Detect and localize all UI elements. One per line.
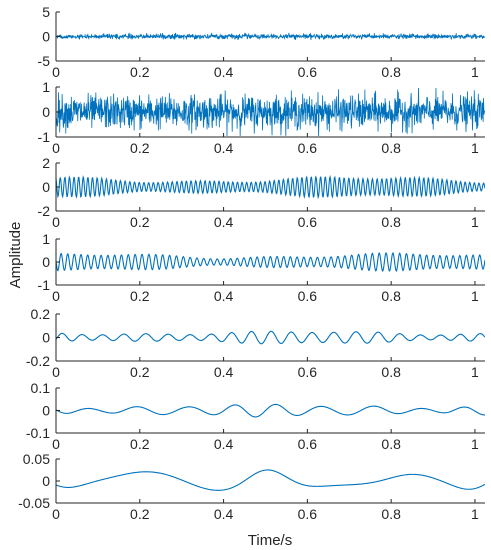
x-tick-label: 1 xyxy=(471,214,479,230)
x-tick-label: 0.8 xyxy=(381,140,401,156)
x-tick-label: 1 xyxy=(471,288,479,304)
y-tick-label: 0.05 xyxy=(23,451,50,467)
x-tick-label: 0.4 xyxy=(214,436,234,452)
x-tick-label: 0.6 xyxy=(298,436,318,452)
x-tick-label: 0.4 xyxy=(214,364,234,380)
x-tick-label: 1 xyxy=(471,506,479,522)
x-tick-label: 0.4 xyxy=(214,506,234,522)
x-tick-label: 0.8 xyxy=(381,364,401,380)
panel-4: 10-10 0.2 0.4 0.6 0.8 1 xyxy=(38,231,485,304)
x-tick-label: 0.8 xyxy=(381,64,401,80)
y-tick-label: -0.2 xyxy=(26,353,50,369)
x-tick-label: 0 xyxy=(52,214,60,230)
y-tick-label: -1 xyxy=(38,277,51,293)
y-tick-label: -1 xyxy=(38,129,51,145)
y-axis-label: Amplitude xyxy=(7,222,24,289)
x-tick-label: 1 xyxy=(471,140,479,156)
y-tick-label: 5 xyxy=(42,4,50,20)
panel-2: 10-10 0.2 0.4 0.6 0.8 1 xyxy=(38,79,485,156)
x-tick-label: 0.6 xyxy=(298,506,318,522)
panel-6: 0.10-0.10 0.2 0.4 0.6 0.8 1 xyxy=(26,380,485,452)
y-tick-label: -0.05 xyxy=(18,495,50,511)
x-tick-label: 1 xyxy=(471,436,479,452)
x-tick-label: 1 xyxy=(471,364,479,380)
y-tick-label: 0 xyxy=(42,29,50,45)
x-axis-label: Time/s xyxy=(248,532,292,549)
x-tick-label: 0.8 xyxy=(381,288,401,304)
y-tick-label: 0 xyxy=(42,179,50,195)
y-tick-label: 1 xyxy=(42,231,50,247)
panel-7: 0.050-0.050 0.2 0.4 0.6 0.8 1 xyxy=(18,451,485,522)
series-line-panel-3 xyxy=(56,174,485,200)
x-tick-label: 0.2 xyxy=(130,506,150,522)
x-tick-label: 0.4 xyxy=(214,288,234,304)
panel-5: 0.20-0.20 0.2 0.4 0.6 0.8 1 xyxy=(26,306,485,380)
x-tick-label: 0 xyxy=(52,64,60,80)
x-tick-label: 0.6 xyxy=(298,288,318,304)
x-tick-label: 0.4 xyxy=(214,214,234,230)
x-tick-label: 0.8 xyxy=(381,506,401,522)
series-line-panel-4 xyxy=(56,251,485,272)
y-tick-label: -0.1 xyxy=(26,425,50,441)
y-tick-label: 2 xyxy=(42,155,50,171)
x-tick-label: 0.6 xyxy=(298,64,318,80)
y-tick-label: 0 xyxy=(42,104,50,120)
x-tick-label: 0.2 xyxy=(130,288,150,304)
y-tick-label: -5 xyxy=(38,53,51,69)
x-tick-label: 0.6 xyxy=(298,364,318,380)
x-tick-label: 0.4 xyxy=(214,140,234,156)
y-tick-label: 1 xyxy=(42,79,50,95)
x-tick-label: 0.6 xyxy=(298,140,318,156)
panel-1: 50-50 0.2 0.4 0.6 0.8 1 xyxy=(38,4,485,80)
x-tick-label: 0 xyxy=(52,506,60,522)
y-tick-label: 0.1 xyxy=(31,380,51,396)
x-tick-label: 0 xyxy=(52,288,60,304)
x-tick-label: 0.4 xyxy=(214,64,234,80)
x-tick-label: 0 xyxy=(52,364,60,380)
panel-3: 20-20 0.2 0.4 0.6 0.8 1 xyxy=(38,155,485,230)
panels-group: 50-50 0.2 0.4 0.6 0.8 110-10 0.2 0.4 0.6 0.8 120-2… xyxy=(18,4,485,522)
x-tick-label: 0.2 xyxy=(130,140,150,156)
series-line-panel-5 xyxy=(56,330,485,345)
y-tick-label: 0.2 xyxy=(31,306,51,322)
x-tick-label: 0.2 xyxy=(130,436,150,452)
x-tick-label: 1 xyxy=(471,64,479,80)
y-tick-label: 0 xyxy=(42,330,50,346)
x-tick-label: 0.2 xyxy=(130,214,150,230)
series-line-panel-1 xyxy=(56,32,485,41)
y-tick-label: 0 xyxy=(42,254,50,270)
x-tick-label: 0.8 xyxy=(381,214,401,230)
x-tick-label: 0 xyxy=(52,140,60,156)
series-line-panel-6 xyxy=(56,403,485,418)
y-tick-label: -2 xyxy=(38,203,51,219)
x-tick-label: 0 xyxy=(52,436,60,452)
y-tick-label: 0 xyxy=(42,403,50,419)
y-tick-label: 0 xyxy=(42,473,50,489)
x-tick-label: 0.8 xyxy=(381,436,401,452)
x-tick-label: 0.2 xyxy=(130,64,150,80)
x-tick-label: 0.2 xyxy=(130,364,150,380)
series-line-panel-7 xyxy=(56,469,485,491)
x-tick-label: 0.6 xyxy=(298,214,318,230)
series-line-panel-2 xyxy=(56,87,485,137)
